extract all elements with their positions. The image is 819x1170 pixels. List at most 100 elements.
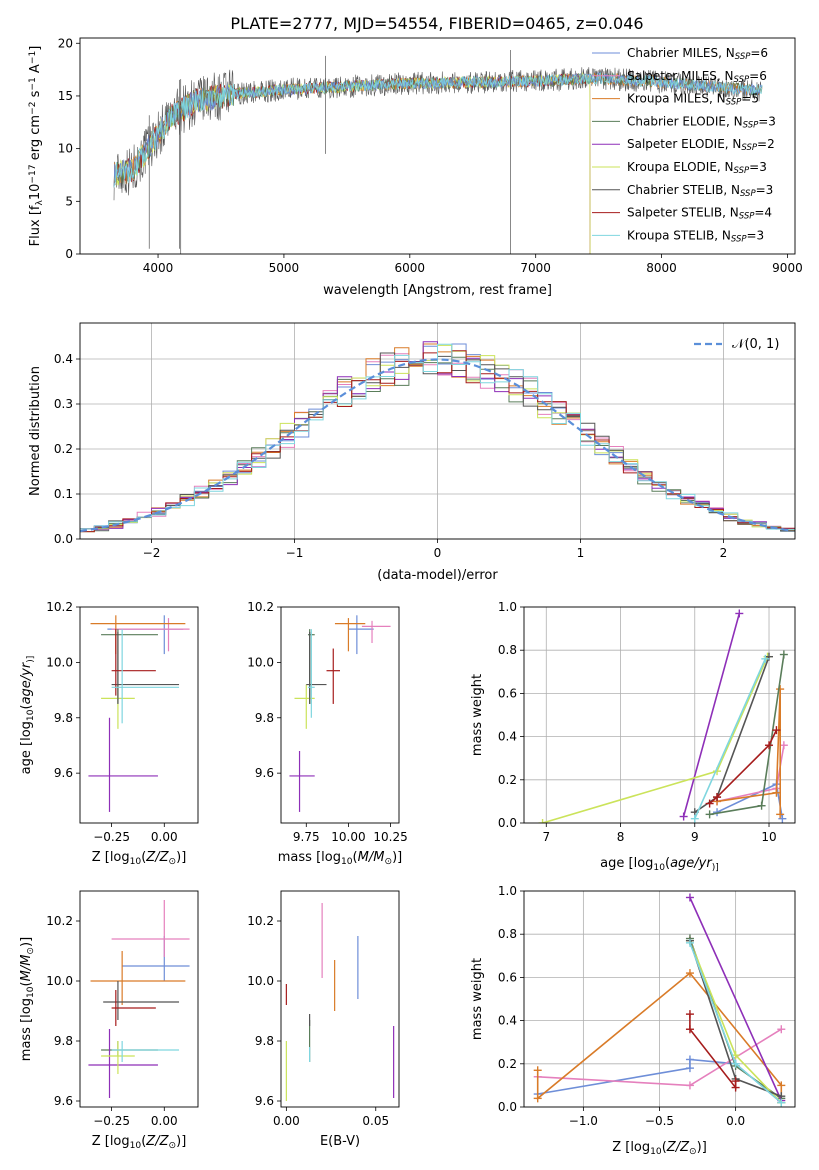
y-tick-label: 10.0 [247, 655, 274, 669]
y-axis-label: mass [log10(M/M⊙)] [19, 937, 36, 1061]
y-axis-label-part: )] [26, 656, 36, 663]
legend-sub: SSP [726, 98, 742, 108]
spectrum-line [113, 72, 763, 188]
legend-n: =3 [758, 114, 776, 128]
x-axis-label-part: 10 [130, 1141, 142, 1151]
y-tick-label: 10.2 [46, 914, 73, 928]
panel-residuals: −2 −1 0 1 2 0.0 0.1 0.2 0.3 0.4 (data-model)/error… [28, 322, 796, 583]
axes-frame [79, 606, 199, 824]
weight-line [694, 658, 767, 820]
weight-line [716, 689, 781, 815]
x-tick-label: −0.25 [93, 830, 130, 844]
histogram-step [80, 343, 795, 530]
legend-n: =3 [747, 228, 765, 242]
panel-Z-age: −0.25 0.009.69.810.010.2Z [log10(Z/Z⊙)]ag… [19, 600, 199, 867]
weight-line [689, 897, 783, 1101]
legend-label: Kroupa MILES, NSSP=5 [627, 92, 759, 108]
y-axis-label-part: s [28, 90, 43, 101]
y-axis-label-part: 10 [26, 709, 36, 721]
x-axis-label-part: 10 [341, 857, 353, 867]
y-tick-label: 9.6 [54, 766, 73, 780]
x-axis-label: (data-model)/error [377, 568, 498, 583]
y-axis-label-part: ] [28, 46, 43, 51]
y-tick-label: 0.1 [54, 487, 73, 501]
x-tick-label: 9.75 [293, 830, 320, 844]
y-tick-label: 5 [65, 194, 73, 208]
y-tick-label: 15 [58, 89, 73, 103]
y-tick-label: 10.0 [46, 655, 73, 669]
y-tick-label: 9.8 [54, 711, 73, 725]
x-tick-label: 5000 [269, 261, 300, 275]
axes-frame [280, 606, 400, 824]
legend-sub: SSP [731, 235, 747, 245]
legend-n: =6 [750, 46, 768, 60]
y-axis-label: age [log10(age/yr)] [19, 656, 36, 775]
x-axis-label-part: mass [log [278, 850, 341, 865]
legend-label: Salpeter ELODIE, NSSP=2 [627, 137, 775, 153]
legend-label: Salpeter MILES, NSSP=6 [627, 69, 767, 85]
x-axis-label-part: ⊙ [169, 857, 177, 867]
x-axis-label-part: ⊙ [384, 857, 392, 867]
y-axis-label-part: age [log [19, 721, 34, 774]
y-tick-label: 10.2 [247, 914, 274, 928]
y-axis-label-part: ⊙ [26, 947, 36, 955]
legend-text: Salpeter ELODIE, N [627, 137, 741, 151]
x-tick-label: 0.00 [273, 1114, 300, 1128]
y-axis-label-part: −17 [28, 164, 38, 183]
y-axis-label-part: )] [19, 937, 34, 947]
y-axis-label: mass weight [470, 674, 485, 756]
x-axis-label-part: ( [662, 1140, 667, 1155]
legend-text: Kroupa STELIB, N [627, 228, 731, 242]
y-tick-label: 0.0 [498, 816, 517, 830]
y-tick-label: 9.8 [255, 1034, 274, 1048]
y-tick-label: 0.4 [54, 352, 73, 366]
y-tick-label: 10.0 [46, 974, 73, 988]
panel-spectrum: 4000 5000 6000 7000 8000 9000 0 5 10 15 20 waveleng… [28, 36, 803, 298]
x-axis-label-part: )] [697, 1140, 707, 1155]
axes-frame [280, 890, 400, 1108]
y-tick-label: 9.8 [255, 711, 274, 725]
x-axis-label-part: 10 [650, 1147, 662, 1157]
x-axis-label-part: ( [141, 1134, 146, 1149]
plot-area [533, 893, 786, 1107]
y-axis-label-part: Flux [f [28, 205, 43, 246]
y-tick-label: 10.2 [247, 600, 274, 614]
legend-text: Salpeter STELIB, N [627, 206, 739, 220]
y-axis-label-part: λ [35, 200, 45, 206]
x-axis-label-part: Z/Z [145, 850, 169, 865]
y-axis-label: Normed distribution [28, 366, 43, 496]
x-axis-label-part: ⊙ [689, 1147, 697, 1157]
y-tick-label: 0.8 [498, 927, 517, 941]
legend-sub: SSP [734, 166, 750, 176]
legend-sub: SSP [735, 52, 751, 62]
plot-area [289, 615, 391, 812]
legend-sub: SSP [740, 189, 756, 199]
weight-line [709, 729, 778, 805]
x-axis-label: mass [log10(M/M⊙)] [278, 850, 402, 867]
axes-frame [523, 606, 796, 824]
x-axis-label-part: ⊙ [169, 1141, 177, 1151]
x-axis-label-part: 10 [653, 863, 665, 873]
y-tick-label: 10.2 [46, 600, 73, 614]
legend-text: Chabrier ELODIE, N [627, 114, 743, 128]
figure-title: PLATE=2777, MJD=54554, FIBERID=0465, z=0… [230, 14, 643, 33]
legend-label: Kroupa ELODIE, NSSP=3 [627, 160, 767, 176]
x-axis-label: Z [log10(Z/Z⊙)] [612, 1140, 707, 1157]
x-axis-label: Z [log10(Z/Z⊙)] [92, 850, 187, 867]
x-axis-label-part: Z/Z [145, 1134, 169, 1149]
plot-area [538, 609, 788, 823]
x-axis-label-part: ( [141, 850, 146, 865]
y-axis-label-part: −1 [28, 51, 38, 64]
x-axis-label-part: ( [665, 856, 670, 871]
y-tick-label: 9.8 [54, 1034, 73, 1048]
x-axis-label-part: age [log [600, 856, 653, 871]
plot-area [88, 900, 190, 1098]
x-tick-label: 4000 [143, 261, 174, 275]
x-tick-label: 9000 [772, 261, 803, 275]
y-tick-label: 0.2 [498, 1057, 517, 1071]
x-tick-label: 8000 [646, 261, 677, 275]
x-tick-label: 0.05 [362, 1114, 389, 1128]
legend-label: Chabrier ELODIE, NSSP=3 [627, 114, 776, 130]
y-axis-label: Flux [fλ10−17 erg cm−2 s−1 A−1] [28, 46, 45, 247]
